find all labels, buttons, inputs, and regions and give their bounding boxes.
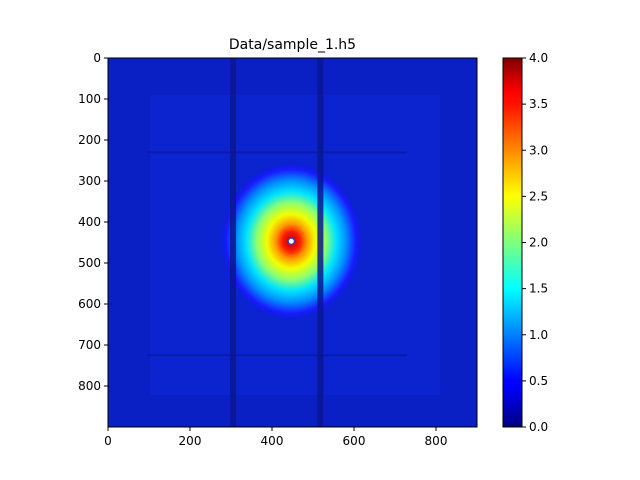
colorbar-tick-label-0: 0.0 [529, 420, 548, 434]
colorbar-tick-label-1: 0.5 [529, 374, 548, 388]
vertical-gap-1 [317, 58, 324, 427]
x-tick-label-2: 400 [261, 434, 284, 448]
y-tick-label-3: 300 [78, 174, 101, 188]
y-tick-label-0: 0 [93, 51, 101, 65]
y-tick-label-6: 600 [78, 297, 101, 311]
horizontal-gap-0 [148, 151, 407, 154]
vertical-gap-0 [230, 58, 237, 427]
y-tick-label-5: 500 [78, 256, 101, 270]
colorbar-tick-label-7: 3.5 [529, 97, 548, 111]
beam-stop-marker [287, 237, 295, 245]
y-tick-label-7: 700 [78, 338, 101, 352]
colorbar: 0.0 0.5 1.0 1.5 2.0 2.5 3.0 3.5 4.0 [502, 51, 548, 434]
y-tick-label-4: 400 [78, 215, 101, 229]
colorbar-tick-label-3: 1.5 [529, 282, 548, 296]
colorbar-tick-label-6: 3.0 [529, 143, 548, 157]
colorbar-tick-label-4: 2.0 [529, 236, 548, 250]
y-tick-label-1: 100 [78, 92, 101, 106]
colorbar-tick-label-8: 4.0 [529, 51, 548, 65]
colorbar-gradient [502, 57, 523, 428]
plot-area [108, 58, 477, 427]
y-tick-label-2: 200 [78, 133, 101, 147]
x-tick-label-3: 600 [343, 434, 366, 448]
y-axis: 0 100 200 300 400 500 600 700 800 [78, 51, 108, 393]
colorbar-tick-label-2: 1.0 [529, 328, 548, 342]
colorbar-ticks: 0.0 0.5 1.0 1.5 2.0 2.5 3.0 3.5 4.0 [522, 51, 548, 434]
colorbar-tick-label-5: 2.5 [529, 189, 548, 203]
detector-gaps [148, 58, 407, 427]
y-tick-label-8: 800 [78, 379, 101, 393]
x-tick-label-1: 200 [179, 434, 202, 448]
x-tick-label-0: 0 [104, 434, 112, 448]
horizontal-gap-1 [148, 354, 407, 357]
chart-title: Data/sample_1.h5 [229, 37, 356, 53]
x-axis: 0 200 400 600 800 [104, 427, 447, 448]
x-tick-label-4: 800 [425, 434, 448, 448]
plot-frame [107, 57, 478, 428]
